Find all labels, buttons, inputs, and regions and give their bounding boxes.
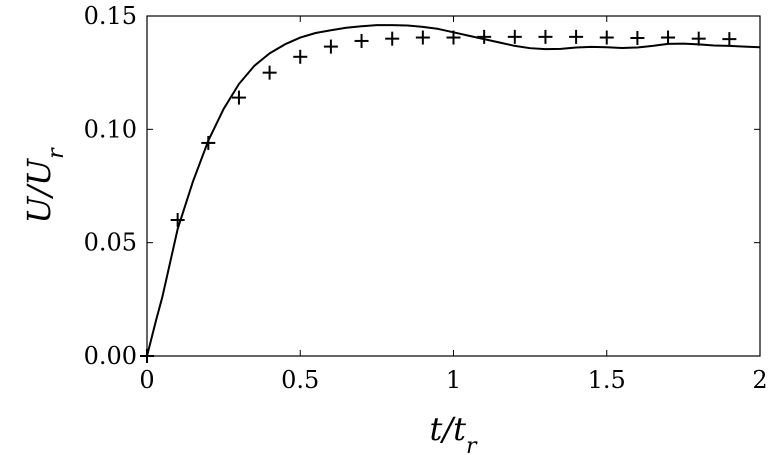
series-line [146, 24, 761, 357]
tick-labels: 0 0.5 1 1.5 2 0.00 0.05 0.10 0.15 [84, 2, 768, 394]
data-point-plus [569, 29, 584, 44]
data-point-plus [722, 32, 737, 47]
y-tick-label: 0.00 [84, 342, 137, 370]
data-point-plus [415, 30, 430, 45]
data-point-plus [538, 29, 553, 44]
data-point-plus [140, 349, 154, 363]
y-axis-label: U/Ur [20, 147, 69, 224]
data-point-plus [446, 30, 461, 45]
data-point-plus [201, 135, 216, 150]
x-axis-label: t/tr [429, 410, 478, 455]
data-point-plus [385, 31, 400, 46]
data-point-plus [231, 90, 246, 105]
data-point-plus [599, 30, 614, 45]
y-tick-label: 0.15 [84, 2, 137, 30]
data-point-plus [323, 39, 338, 54]
series-layer [140, 24, 761, 363]
data-point-plus [262, 65, 277, 80]
plot-frame [146, 15, 761, 357]
x-tick-label: 0 [139, 366, 154, 394]
data-point-plus [293, 49, 308, 64]
data-point-plus [354, 33, 369, 48]
axis-ticks [146, 15, 761, 357]
y-tick-label: 0.05 [84, 229, 137, 257]
y-tick-label: 0.10 [84, 115, 137, 143]
data-point-plus [477, 29, 492, 44]
data-point-plus [691, 31, 706, 46]
data-point-plus [630, 30, 645, 45]
data-point-plus [170, 213, 185, 227]
x-tick-label: 1.5 [588, 366, 626, 394]
x-tick-label: 0.5 [281, 366, 319, 394]
x-tick-label: 2 [752, 366, 767, 394]
x-tick-label: 1 [446, 366, 461, 394]
data-point-plus [661, 30, 676, 45]
data-point-plus [507, 29, 522, 44]
